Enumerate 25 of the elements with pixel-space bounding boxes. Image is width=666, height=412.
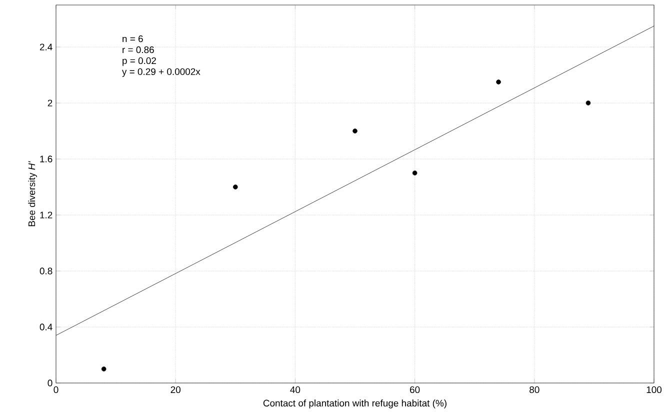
y-tick-label: 0.8	[40, 268, 52, 274]
y-tick-label: 1.2	[40, 212, 52, 218]
y-axis-title: Bee diversity H'	[28, 161, 37, 226]
y-tick-label: 0	[48, 380, 52, 386]
y-tick-label: 1.6	[40, 156, 52, 162]
x-tick-label: 80	[530, 386, 540, 394]
y-tick-label: 2	[48, 100, 52, 106]
x-tick-label: 20	[170, 386, 180, 394]
y-tick-label: 2.4	[40, 44, 52, 50]
annotation: p = 0.02	[122, 57, 156, 66]
point	[586, 100, 591, 106]
point	[496, 80, 501, 84]
point	[352, 128, 358, 134]
x-axis-title: Contact of plantation with refuge habitat (%)	[263, 400, 446, 408]
x-tick-label: 40	[290, 386, 300, 394]
y-tick-label: 0.4	[40, 324, 52, 330]
x-tick-label: 100	[646, 386, 662, 394]
point	[412, 170, 418, 176]
annotation: n = 6	[122, 35, 143, 42]
point	[233, 184, 238, 190]
x-tick-label: 60	[410, 386, 420, 394]
annotation: r = 0.86	[122, 46, 154, 54]
point	[101, 366, 106, 372]
annotation: y = 0.29 + 0.0002x	[122, 68, 200, 77]
x-tick-label: 0	[54, 386, 58, 394]
